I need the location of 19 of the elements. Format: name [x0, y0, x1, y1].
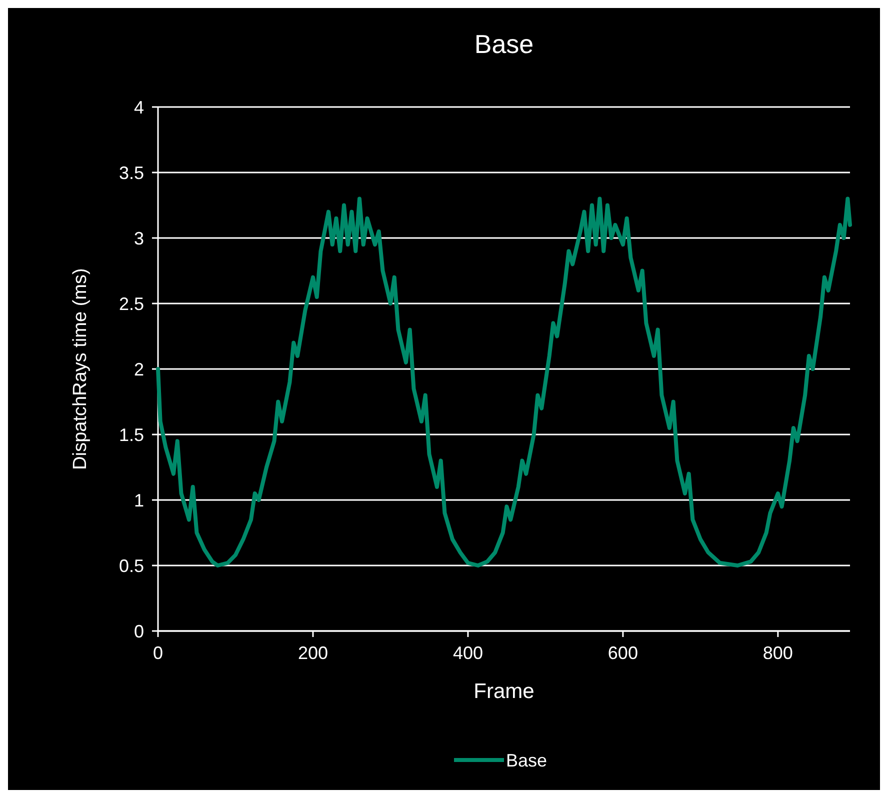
y-tick-label: 1 — [134, 490, 144, 510]
x-tick-label: 400 — [452, 643, 483, 663]
chart-title: Base — [474, 29, 534, 59]
x-tick-label: 800 — [762, 643, 793, 663]
x-tick-label: 600 — [608, 643, 638, 663]
y-tick-label: 3.5 — [118, 162, 144, 183]
y-tick-label: 0.5 — [118, 556, 144, 576]
y-tick-label: 3 — [134, 228, 144, 248]
y-tick-label: 0 — [134, 621, 144, 642]
y-tick-label: 4 — [134, 97, 144, 118]
legend-label: Base — [506, 750, 548, 770]
y-tick-label: 2 — [134, 359, 144, 380]
y-tick-label: 1.5 — [118, 424, 144, 445]
x-axis-title: Frame — [474, 680, 534, 703]
line-series — [156, 196, 852, 568]
x-tick-label: 0 — [152, 643, 164, 663]
y-tick-label: 2.5 — [118, 294, 144, 314]
x-tick-label: 200 — [298, 643, 328, 663]
y-axis-title: DispatchRays time (ms) — [70, 268, 91, 470]
